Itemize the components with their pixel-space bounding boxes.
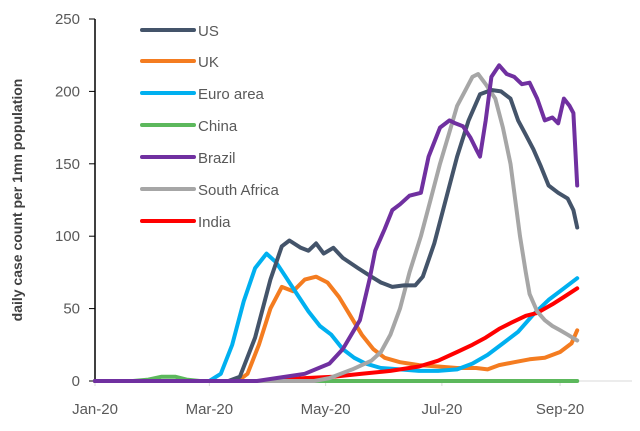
series-line-uk: [93, 274, 580, 383]
legend-item-china: China: [140, 118, 238, 135]
series-line-us: [93, 88, 580, 383]
legend-item-brazil: Brazil: [140, 150, 236, 167]
x-axis-ticks: Jan-20 Mar-20 May-20 Jul-20 Sep-20: [72, 381, 584, 418]
legend-item-us: US: [140, 23, 219, 40]
series-line-india: [93, 286, 580, 383]
legend-label: Brazil: [198, 150, 236, 167]
y-tick-label: 150: [55, 156, 80, 173]
y-tick-label: 250: [55, 11, 80, 28]
y-tick-label: 200: [55, 83, 80, 100]
x-tick-label: May-20: [301, 401, 351, 418]
y-tick-label: 100: [55, 228, 80, 245]
x-tick-label: Mar-20: [186, 401, 234, 418]
legend: US UK Euro area China Brazil South Africa Indi…: [140, 23, 280, 231]
legend-label: UK: [198, 54, 219, 71]
y-tick-label: 50: [63, 301, 80, 318]
legend-item-south-africa: South Africa: [140, 182, 280, 199]
series-line-south-africa: [93, 72, 580, 383]
x-tick-label: Sep-20: [536, 401, 584, 418]
y-tick-label: 0: [72, 373, 80, 390]
legend-label: US: [198, 23, 219, 40]
legend-item-india: India: [140, 214, 231, 231]
legend-label: Euro area: [198, 86, 265, 103]
legend-item-uk: UK: [140, 54, 219, 71]
y-axis-label: daily case count per 1mn population: [9, 79, 25, 322]
x-tick-label: Jan-20: [72, 401, 118, 418]
legend-label: South Africa: [198, 182, 280, 199]
series-lines: [93, 63, 580, 383]
series-line-brazil: [93, 63, 580, 383]
y-axis-ticks: 0 50 100 150 200 250: [55, 11, 95, 390]
legend-label: China: [198, 118, 238, 135]
series-line-euro-area: [93, 251, 580, 383]
legend-label: India: [198, 214, 231, 231]
legend-item-euro-area: Euro area: [140, 86, 265, 103]
x-tick-label: Jul-20: [421, 401, 462, 418]
